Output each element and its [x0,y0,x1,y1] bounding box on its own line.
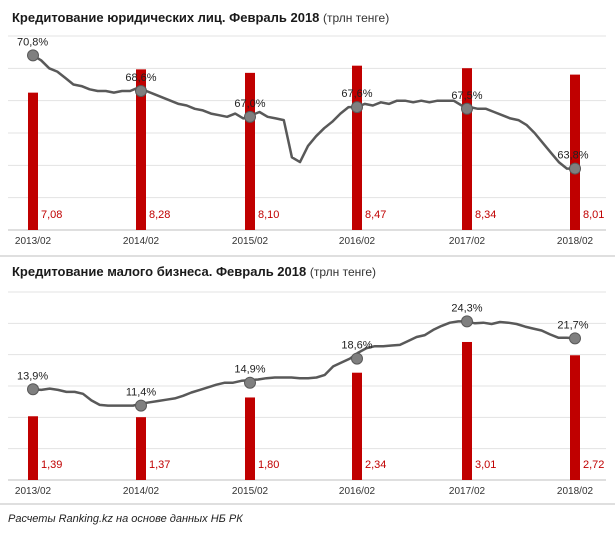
x-tick-2017/02: 2017/02 [449,486,486,497]
x-tick-2016/02: 2016/02 [339,236,376,247]
x-tick-2013/02: 2013/02 [15,486,52,497]
x-tick-2014/02: 2014/02 [123,236,160,247]
share-label-2014/02: 68,6% [125,72,156,84]
chart1-title: Кредитование юридических лиц. Февраль 20… [12,10,390,25]
bar-label-2017/02: 8,34 [475,209,496,221]
share-marker-2018/02 [569,332,581,345]
bar-2015/02 [245,72,255,230]
chart2-title: Кредитование малого бизнеса. Февраль 201… [12,264,377,279]
share-marker-2016/02 [351,101,363,114]
bar-2016/02 [352,65,362,230]
share-label-2013/02: 70,8% [17,36,48,48]
bar-2016/02 [352,372,362,480]
bar-2018/02 [570,74,580,230]
bar-2017/02 [462,341,472,480]
share-label-2014/02: 11,4% [126,387,157,399]
share-marker-2014/02 [135,84,147,97]
share-label-2017/02: 67,5% [451,90,482,102]
share-marker-2015/02 [244,110,256,123]
bar-label-2015/02: 1,80 [258,459,279,471]
bar-2018/02 [570,355,580,480]
bar-label-2013/02: 7,08 [41,209,62,221]
bar-2017/02 [462,68,472,230]
share-line [32,54,575,170]
share-marker-2018/02 [569,162,581,175]
share-label-2017/02: 24,3% [451,302,482,314]
bar-label-2014/02: 1,37 [149,459,170,471]
share-label-2015/02: 14,9% [234,364,265,376]
x-tick-2015/02: 2015/02 [232,236,269,247]
x-tick-2014/02: 2014/02 [123,486,160,497]
share-marker-2013/02 [27,383,39,396]
bar-label-2018/02: 2,72 [583,459,604,471]
bar-label-2016/02: 2,34 [365,459,386,471]
bar-label-2013/02: 1,39 [41,459,62,471]
bar-2014/02 [136,417,146,480]
x-tick-2016/02: 2016/02 [339,486,376,497]
bar-label-2017/02: 3,01 [475,459,496,471]
bar-label-2014/02: 8,28 [149,209,170,221]
share-label-2018/02: 63,8% [557,150,588,162]
share-label-2016/02: 67,6% [341,88,372,100]
x-tick-2018/02: 2018/02 [557,486,594,497]
bar-2015/02 [245,397,255,480]
share-marker-2013/02 [27,49,39,62]
share-label-2016/02: 18,6% [341,340,372,352]
share-marker-2015/02 [244,376,256,389]
x-tick-2017/02: 2017/02 [449,236,486,247]
share-marker-2017/02 [461,315,473,328]
x-tick-2015/02: 2015/02 [232,486,269,497]
share-marker-2016/02 [351,352,363,365]
bar-2013/02 [28,416,38,480]
bar-label-2016/02: 8,47 [365,209,386,221]
share-line [32,320,576,407]
share-label-2015/02: 67,0% [234,98,265,110]
share-marker-2014/02 [135,399,147,412]
source-note: Расчеты Ranking.kz на основе данных НБ Р… [8,513,243,525]
bar-2014/02 [136,69,146,230]
share-marker-2017/02 [461,102,473,115]
bar-label-2015/02: 8,10 [258,209,279,221]
bar-2013/02 [28,92,38,230]
x-tick-2018/02: 2018/02 [557,236,594,247]
share-label-2013/02: 13,9% [17,370,48,382]
x-tick-2013/02: 2013/02 [15,236,52,247]
bar-label-2018/02: 8,01 [583,209,604,221]
share-label-2018/02: 21,7% [557,319,588,331]
